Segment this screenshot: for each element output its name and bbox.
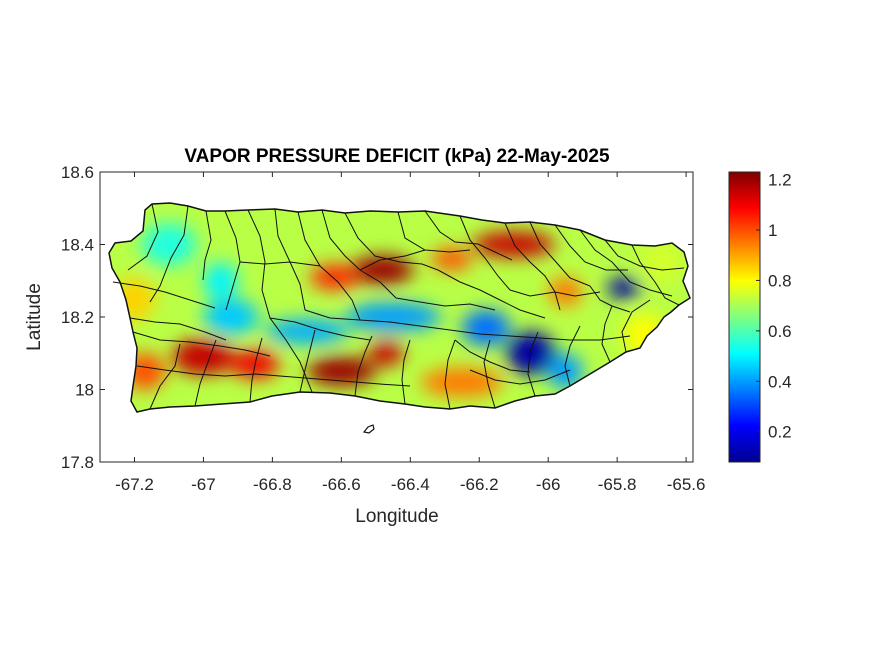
vpd-blob: [203, 298, 259, 336]
colorbar-tick-label: 0.4: [768, 372, 792, 391]
municipality-boundary: [529, 221, 591, 287]
x-tick-label: -65.8: [598, 475, 637, 494]
vpd-blob: [351, 255, 414, 285]
municipality-boundary: [631, 244, 680, 306]
municipality-boundary: [129, 317, 227, 341]
municipality-boundary: [112, 281, 216, 309]
vpd-blob: [506, 331, 556, 375]
municipality-boundary: [589, 285, 631, 313]
municipality-boundary: [621, 299, 651, 353]
municipality-boundary: [194, 339, 217, 407]
municipality-boundary: [604, 239, 685, 271]
municipality-boundary: [149, 343, 181, 410]
y-tick-label: 18.6: [61, 163, 94, 182]
vpd-blob: [265, 318, 349, 345]
municipality-boundary: [601, 305, 613, 363]
municipality-boundary: [454, 339, 531, 373]
vpd-blob: [172, 338, 235, 375]
municipality-boundary: [437, 269, 546, 319]
vpd-blobs: [113, 222, 683, 397]
y-tick-label: 18.4: [61, 236, 94, 255]
municipality-boundary: [444, 339, 456, 410]
island-coastline: [108, 202, 691, 413]
municipality-boundary: [395, 297, 496, 311]
municipality-boundary: [564, 325, 581, 387]
municipality-boundary: [509, 289, 601, 297]
municipality-boundary: [136, 365, 281, 377]
municipality-boundaries: [112, 203, 685, 410]
colorbar-tick-label: 0.8: [768, 271, 792, 290]
x-tick-label: -65.6: [667, 475, 706, 494]
y-tick-label: 18.2: [61, 308, 94, 327]
x-tick-label: -66.6: [322, 475, 361, 494]
y-tick-label: 18: [75, 381, 94, 400]
vpd-blob: [344, 302, 442, 332]
municipality-boundary: [354, 335, 373, 397]
vpd-blob: [606, 277, 642, 299]
municipality-boundary: [249, 337, 263, 403]
municipality-boundary: [554, 224, 628, 271]
colorbar-tick-label: 1: [768, 221, 777, 240]
x-axis: -67.2 -67 -66.8 -66.6 -66.4 -66.2 -66 -65.8 -65.…: [115, 172, 705, 494]
islet: [362, 424, 375, 434]
x-tick-label: -67: [191, 475, 216, 494]
municipality-boundary: [424, 210, 513, 261]
municipality-boundary: [149, 205, 189, 303]
colorbar-tick-label: 0.6: [768, 322, 792, 341]
x-axis-label: Longitude: [355, 506, 438, 527]
municipality-boundary: [239, 261, 321, 267]
vpd-blob: [369, 340, 404, 366]
municipality-boundary: [504, 222, 561, 311]
municipality-boundary: [483, 339, 496, 409]
x-tick-label: -66: [536, 475, 561, 494]
y-axis-label: Latitude: [24, 283, 45, 351]
municipality-boundary: [401, 339, 411, 405]
municipality-boundary: [469, 369, 571, 385]
vpd-blob: [203, 262, 238, 299]
municipality-boundary: [459, 215, 511, 291]
municipality-boundary: [527, 331, 539, 397]
y-tick-label: 17.8: [61, 453, 94, 472]
x-tick-label: -66.4: [391, 475, 430, 494]
y-axis: 17.8 18 18.2 18.4 18.6: [61, 163, 693, 472]
municipality-boundary: [132, 331, 271, 357]
municipality-boundary: [202, 210, 212, 281]
x-tick-label: -67.2: [115, 475, 154, 494]
chart-title: VAPOR PRESSURE DEFICIT (kPa) 22-May-2025: [184, 146, 610, 167]
municipality-boundary: [299, 329, 316, 393]
colorbar-ticks: 0.2 0.4 0.6 0.8 1 1.2: [756, 171, 792, 442]
vpd-blob: [431, 248, 473, 270]
municipality-boundary: [269, 317, 371, 341]
municipality-boundary: [247, 209, 313, 393]
municipality-boundary: [579, 229, 673, 297]
colorbar-tick-label: 1.2: [768, 171, 792, 190]
x-tick-label: -66.8: [253, 475, 292, 494]
x-tick-label: -66.2: [460, 475, 499, 494]
municipality-boundary: [359, 249, 426, 271]
municipality-boundary: [279, 375, 411, 387]
vpd-blob: [462, 309, 511, 346]
colorbar-tick-label: 0.2: [768, 423, 792, 442]
municipality-boundary: [127, 203, 159, 271]
municipality-boundary: [297, 211, 361, 321]
colorbar: [728, 171, 761, 463]
vpd-blob: [472, 231, 556, 258]
vpd-blob: [306, 356, 376, 386]
vpd-blob: [641, 240, 683, 285]
municipality-boundary: [321, 209, 397, 299]
vpd-blob: [141, 222, 197, 267]
vpd-blob: [310, 264, 359, 290]
vpd-field: [109, 203, 690, 412]
municipality-boundary: [304, 309, 631, 341]
